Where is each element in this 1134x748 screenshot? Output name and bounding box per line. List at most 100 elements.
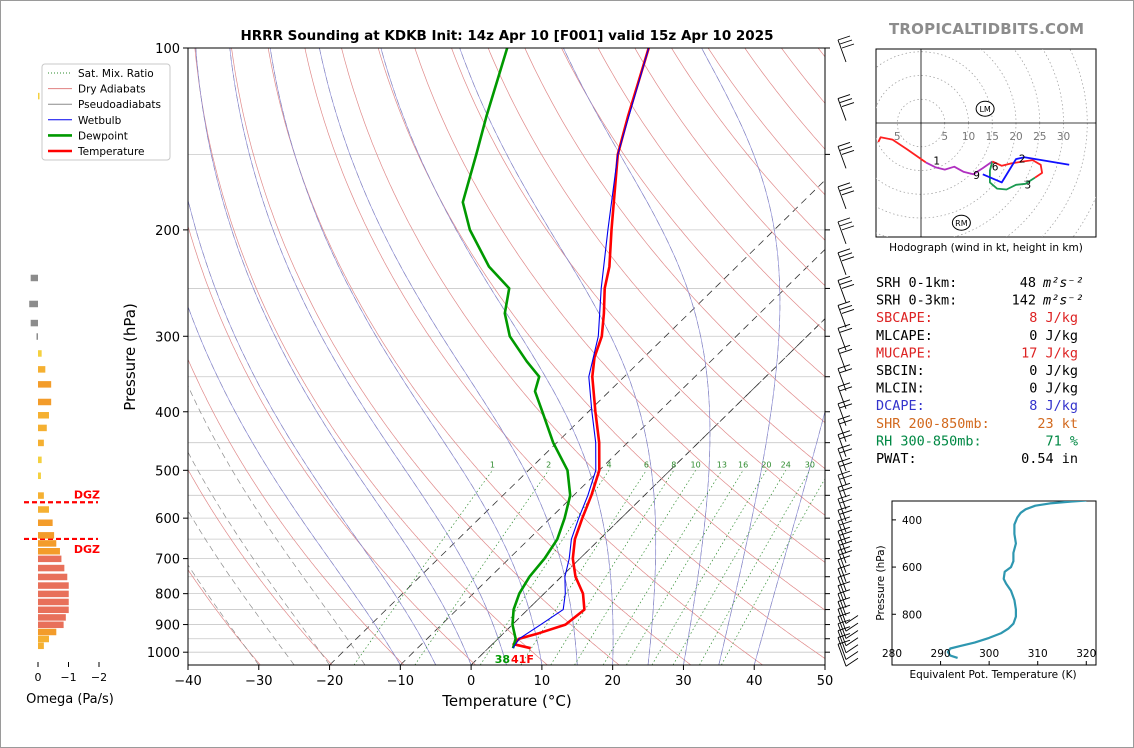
hodograph-height-label: 6 (992, 162, 999, 174)
hodograph-trace (989, 161, 1036, 191)
hodograph-plot: 5 5 10 15 20 25 30 1 2 3 69 LM RM (876, 49, 1096, 237)
isotherm-reference (400, 248, 825, 665)
dry-adiabat (451, 48, 825, 516)
theta-e-x-tick-label: 290 (931, 648, 951, 660)
wind-barb (837, 364, 853, 391)
pseudoadiabat (195, 48, 472, 665)
dry-adiabat (188, 224, 476, 665)
index-name: MLCIN: (876, 381, 925, 397)
pseudoadiabat (229, 48, 507, 665)
mixing-ratio-line (550, 470, 675, 665)
theta-e-plot: 280 290 300 310 320 400 600 800 (882, 501, 1096, 665)
storm-motion-marker (975, 100, 995, 117)
wind-barb (837, 217, 855, 245)
wind-barbs (837, 35, 859, 667)
omega-bar (38, 642, 44, 650)
pseudoadiabat (380, 48, 614, 665)
chart-title: HRRR Sounding at KDKB Init: 14z Apr 10 [… (240, 28, 773, 44)
storm-motion-label: RM (955, 219, 968, 228)
indices-table: SRH 0-1km: 48 m²s⁻² SRH 0-3km: 142 m²s⁻² SBCAP… (876, 275, 1084, 467)
dry-adiabat (267, 48, 692, 665)
mixing-ratio-line (721, 477, 825, 665)
omega-bar (38, 381, 52, 388)
omega-tick-label: 0 (35, 671, 42, 684)
dry-adiabat (597, 48, 825, 332)
legend-label: Sat. Mix. Ratio (78, 68, 154, 80)
dry-adiabat (188, 569, 261, 665)
wind-barb (837, 572, 851, 600)
skewt-legend: Sat. Mix. Ratio Dry Adiabats Pseudoadiabat… (41, 63, 171, 161)
isotherm-reference (329, 179, 825, 665)
hodograph-frame (875, 48, 1097, 238)
x-tick-label: 10 (534, 674, 551, 689)
hodograph-ring-label: 15 (986, 131, 999, 143)
wind-barb (837, 248, 855, 275)
mixing-ratio-line (651, 470, 767, 665)
omega-bar (38, 555, 62, 563)
wind-barb (837, 581, 851, 608)
mixing-ratio-line (574, 470, 696, 665)
profile-temperature (512, 48, 650, 650)
skewt-axes-frame (187, 47, 826, 666)
omega-bar (38, 582, 69, 589)
x-tick-label: −20 (316, 674, 343, 689)
index-unit: m²s⁻² (1042, 275, 1084, 291)
wind-barb (837, 94, 855, 121)
pseudoadiabat (459, 48, 657, 665)
omega-tick-label: −1 (60, 671, 76, 684)
wind-barb (837, 482, 853, 510)
index-name: MLCAPE: (876, 328, 933, 344)
wind-barb (837, 555, 851, 582)
index-value: 0 J/kg (1029, 328, 1078, 344)
x-tick-label: 50 (817, 674, 834, 689)
dry-adiabat (188, 358, 405, 665)
mixing-ratio-label: 6 (644, 460, 649, 469)
index-name: SRH 0-1km: (876, 275, 957, 291)
wind-barb (837, 444, 853, 472)
mixing-ratio-line (520, 470, 647, 665)
wind-barb (837, 415, 853, 442)
theta-e-x-label: Equivalent Pot. Temperature (K) (909, 669, 1076, 681)
mixing-ratio-label: 36 (825, 460, 835, 469)
wind-barb (837, 564, 851, 591)
dry-adiabat (487, 48, 825, 470)
omega-bar (38, 606, 69, 614)
theta-e-x-tick-label: 320 (1076, 648, 1096, 660)
x-tick-label: 0 (467, 674, 475, 689)
omega-bar (30, 319, 38, 327)
dry-adiabat (561, 48, 825, 378)
surface-dewpoint-label: 38 (495, 653, 510, 666)
index-value: 0 J/kg (1029, 381, 1078, 397)
hodograph-trace (877, 136, 927, 164)
index-unit: m²s⁻² (1042, 293, 1084, 309)
index-name: DCAPE: (876, 398, 925, 414)
mixing-ratio-label: 4 (607, 460, 612, 469)
x-tick-label: 40 (746, 674, 763, 689)
theta-e-x-tick-label: 280 (882, 648, 902, 660)
theta-e-y-tick-label: 400 (902, 515, 922, 527)
mixing-ratio-line (480, 470, 610, 665)
index-value: 8 J/kg (1029, 310, 1078, 326)
theta-e-y-tick-label: 600 (902, 562, 922, 574)
legend-label: Wetbulb (78, 115, 122, 127)
omega-bar (38, 564, 65, 572)
x-tick-label: 20 (604, 674, 621, 689)
hodograph-trace (982, 156, 1070, 184)
y-tick-label: 300 (155, 330, 180, 345)
storm-motion-label: LM (979, 105, 990, 114)
saturated-adiabat (753, 410, 825, 665)
index-value: 17 J/kg (1021, 345, 1078, 361)
mixing-ratio-label: 8 (671, 460, 676, 469)
legend-label: Temperature (77, 146, 145, 158)
hodograph-height-label: 1 (933, 156, 940, 168)
index-value: 0.54 in (1021, 451, 1078, 467)
dgz-label: DGZ (74, 543, 100, 556)
mixing-ratio-line (414, 470, 549, 665)
wind-barb (837, 639, 859, 667)
wind-barb (837, 344, 853, 372)
legend-label: Pseudoadiabats (78, 99, 161, 111)
dry-adiabat (188, 469, 333, 665)
omega-bar (29, 300, 38, 308)
surface-temperature-label: 41F (511, 653, 534, 666)
